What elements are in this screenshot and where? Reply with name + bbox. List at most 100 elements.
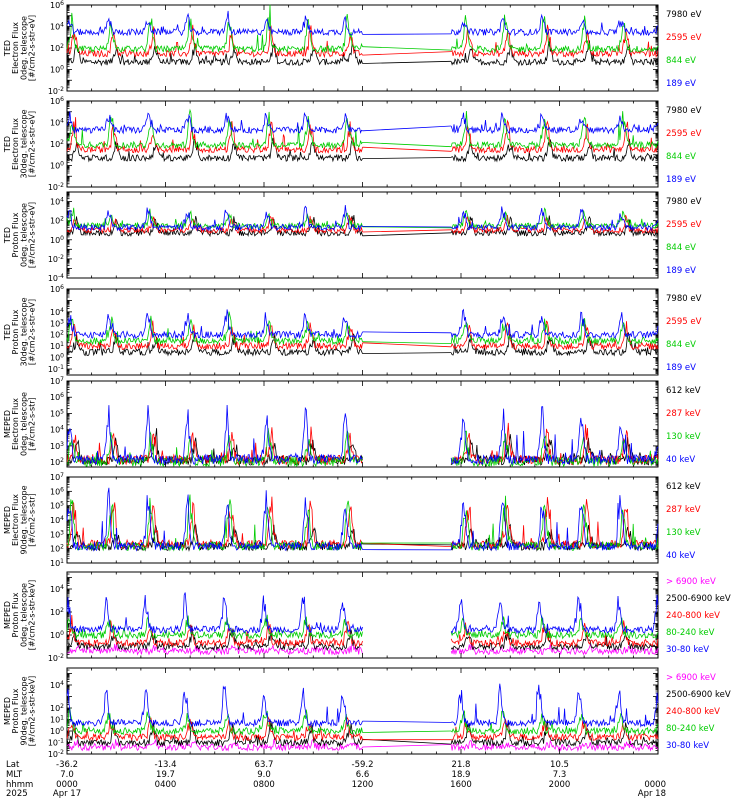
- tick-label-base: 10: [50, 715, 60, 724]
- tick-label-base: 10: [50, 162, 60, 171]
- tick-label-base: 10: [50, 23, 60, 32]
- tick-label-base: 10: [50, 704, 60, 713]
- legend-entry: 240-800 keV: [666, 707, 720, 717]
- tick-label-base: 10: [50, 559, 60, 568]
- gap-connector-line: [362, 60, 452, 64]
- tick-label-base: 10: [50, 516, 60, 525]
- tick-label-exponent: 4: [60, 584, 64, 591]
- legend-entry: 7980 eV: [666, 294, 702, 304]
- tick-label-base: 10: [48, 87, 58, 96]
- x-axis-tick-label: 2000: [549, 780, 571, 790]
- series-line-7980-ev: [450, 40, 658, 67]
- series-line-80-240-kev: [450, 615, 659, 640]
- tick-label-base: 10: [50, 331, 60, 340]
- legend-entry: 844 eV: [666, 152, 696, 162]
- tick-label-base: 10: [50, 502, 60, 511]
- y-axis-title-line: Electron Flux: [11, 398, 20, 450]
- series-line-2595-ev: [450, 119, 659, 154]
- tick-label-exponent: 2: [60, 330, 64, 337]
- series-line-130-kev: [450, 495, 659, 552]
- tick-label-base: 10: [50, 236, 60, 245]
- tick-label-exponent: -2: [58, 749, 64, 756]
- series-line-7980-ev: [450, 138, 659, 163]
- y-axis-title-line: Proton Flux: [11, 688, 20, 733]
- tick-label-base: 10: [50, 319, 60, 328]
- tick-label-base: 10: [50, 44, 60, 53]
- tick-label-exponent: 6: [60, 486, 64, 493]
- x-axis-tick-label: 21.8: [452, 760, 471, 770]
- tick-label-exponent: -2: [58, 182, 64, 189]
- tick-label-exponent: 2: [60, 607, 64, 614]
- y-axis-title-line: [#/cm2-s-str-eV]: [28, 299, 37, 365]
- legend-entry: 7980 eV: [666, 106, 702, 116]
- y-axis-title-line: TED: [3, 227, 12, 244]
- tick-label-exponent: 6: [60, 284, 64, 291]
- tick-label-base: 10: [48, 183, 58, 192]
- series-line-844-ev: [66, 108, 363, 150]
- gap-connector-line: [362, 146, 452, 152]
- y-tick-label: 106: [50, 96, 64, 106]
- tick-label-exponent: 7: [60, 472, 64, 479]
- series-line-240-800-kev: [450, 620, 659, 648]
- x-axis-tick-label: 10.5: [550, 760, 569, 770]
- tick-label-exponent: 0: [60, 161, 64, 168]
- y-axis-title-line: Electron Flux: [11, 494, 20, 546]
- y-axis-title-line: MEPED: [3, 506, 12, 534]
- gap-connector-line: [362, 232, 452, 237]
- legend-entry: 189 eV: [666, 363, 696, 373]
- series-line-189-ev: [450, 112, 659, 135]
- y-tick-label: 100: [50, 630, 64, 640]
- tick-label-exponent: -2: [58, 86, 64, 93]
- y-tick-label: 102: [50, 139, 64, 149]
- y-axis-title-line: [#/cm2-s-str-eV]: [28, 202, 37, 268]
- legend-entry: 844 eV: [666, 243, 696, 253]
- x-axis-tick-label: 0000: [644, 780, 666, 790]
- tick-label-exponent: 4: [60, 197, 64, 204]
- tick-label-base: 10: [50, 631, 60, 640]
- series-line-240-800-kev: [66, 715, 363, 742]
- series-line-2500-6900-kev: [66, 625, 363, 652]
- legend-entry: 2500-6900 keV: [666, 690, 731, 700]
- y-tick-label: 100: [50, 353, 64, 363]
- y-tick-label: 100: [50, 726, 64, 736]
- y-tick-label: 103: [50, 441, 64, 451]
- series-line-2595-ev: [66, 24, 363, 59]
- series-line-30-80-kev: [450, 683, 659, 728]
- x-axis-tick-label: 6.6: [356, 770, 370, 780]
- tick-label-base: 10: [50, 585, 60, 594]
- y-axis-title-line: Proton Flux: [11, 212, 20, 257]
- tick-label-exponent: 3: [60, 441, 64, 448]
- tick-label-exponent: 2: [60, 43, 64, 50]
- y-tick-label: 104: [50, 118, 64, 128]
- legend-entry: 612 keV: [666, 482, 701, 492]
- y-axis-title-line: Electron Flux: [11, 22, 20, 74]
- y-axis-title-line: Proton Flux: [11, 309, 20, 354]
- tick-label-base: 10: [50, 458, 60, 467]
- series-line-30-80-kev: [450, 594, 659, 635]
- legend-entry: 40 keV: [666, 455, 695, 465]
- gap-connector-line: [362, 331, 452, 334]
- y-tick-label: 104: [50, 197, 64, 207]
- tick-label-exponent: 2: [60, 139, 64, 146]
- tick-label-exponent: 3: [60, 318, 64, 325]
- y-axis-title-line: 30deg. telescope: [19, 297, 28, 366]
- y-tick-label: 10-2: [48, 86, 64, 96]
- tick-label-base: 10: [50, 426, 60, 435]
- y-tick-label: 100: [50, 65, 64, 75]
- tick-label-base: 10: [50, 377, 60, 386]
- tick-label-exponent: 3: [60, 529, 64, 536]
- y-tick-label: 103: [50, 318, 64, 328]
- gap-connector-line: [362, 226, 452, 228]
- y-axis-title-line: MEPED: [3, 410, 12, 438]
- y-tick-label: 103: [50, 529, 64, 539]
- series-line--6900-kev: [450, 740, 659, 752]
- panel-frame: [66, 380, 659, 468]
- series-line-287-kev: [66, 426, 363, 466]
- legend-entry: > 6900 keV: [666, 673, 716, 683]
- series-line-844-ev: [66, 4, 363, 54]
- legend-entry: 2595 eV: [666, 220, 702, 230]
- x-axis-tick-label: 1200: [352, 780, 374, 790]
- y-tick-label: 100: [50, 161, 64, 171]
